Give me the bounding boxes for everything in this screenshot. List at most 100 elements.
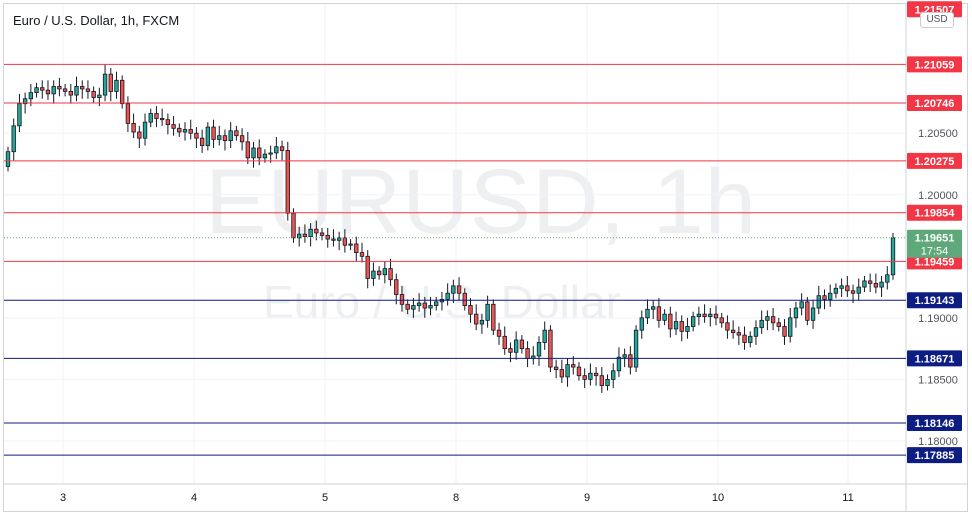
candle-body bbox=[491, 303, 496, 331]
candle-body bbox=[616, 356, 622, 372]
candle-body bbox=[468, 305, 473, 315]
candle-body bbox=[474, 313, 479, 325]
candle-body bbox=[331, 238, 336, 241]
candle-body bbox=[685, 326, 690, 332]
candle-body bbox=[719, 317, 724, 324]
candle-body bbox=[873, 282, 879, 288]
candle-body bbox=[159, 118, 165, 121]
candle-body bbox=[879, 281, 884, 288]
candle-body bbox=[102, 73, 108, 96]
candle-body bbox=[742, 334, 747, 343]
candle-body bbox=[274, 146, 279, 154]
candle-body bbox=[690, 316, 696, 327]
candle-body bbox=[371, 270, 376, 279]
candle-body bbox=[228, 130, 233, 142]
candle-body bbox=[422, 302, 427, 309]
candle-body bbox=[542, 329, 547, 343]
candle-body bbox=[211, 126, 216, 140]
candle-body bbox=[496, 329, 502, 337]
candle-body bbox=[645, 308, 650, 319]
candle-body bbox=[508, 348, 513, 353]
symbol-title[interactable]: Euro / U.S. Dollar, 1h, FXCM bbox=[13, 13, 180, 28]
resistance-level-label: 1.19459 bbox=[915, 256, 955, 268]
candle-body bbox=[74, 86, 79, 96]
candle-body bbox=[388, 268, 393, 281]
candle-body bbox=[451, 285, 456, 294]
candle-body bbox=[5, 151, 11, 167]
candle-body bbox=[793, 307, 799, 319]
candle-body bbox=[57, 86, 62, 90]
candle-body bbox=[611, 370, 616, 380]
candle-body bbox=[108, 73, 113, 92]
candle-body bbox=[605, 378, 610, 386]
candle-body bbox=[845, 285, 850, 292]
candle-body bbox=[753, 327, 759, 337]
candle-body bbox=[262, 153, 268, 159]
last-price-label: 1.19651 bbox=[915, 233, 955, 245]
candle-body bbox=[80, 86, 85, 90]
candle-body bbox=[34, 87, 39, 94]
candle-body bbox=[148, 113, 153, 123]
candle-body bbox=[799, 301, 804, 309]
candle-body bbox=[142, 121, 148, 139]
candle-body bbox=[120, 79, 125, 105]
candle-body bbox=[222, 135, 228, 142]
time-tick-label: 5 bbox=[322, 492, 328, 504]
candle-body bbox=[354, 243, 359, 254]
candle-body bbox=[770, 316, 776, 324]
price-tick-label: 1.19000 bbox=[918, 313, 958, 325]
candle-body bbox=[405, 303, 410, 310]
candle-body bbox=[776, 322, 781, 327]
candle-body bbox=[588, 372, 593, 380]
candle-body bbox=[456, 285, 462, 294]
support-level-label: 1.18671 bbox=[915, 353, 955, 365]
candle-body bbox=[593, 372, 599, 377]
candle-body bbox=[576, 366, 582, 377]
candle-body bbox=[525, 348, 530, 359]
chart-frame bbox=[3, 3, 968, 512]
candle-body bbox=[314, 228, 319, 234]
candle-body bbox=[257, 147, 262, 159]
candle-body bbox=[513, 339, 519, 353]
candle-body bbox=[696, 313, 702, 318]
candle-body bbox=[91, 90, 96, 98]
candle-body bbox=[359, 252, 365, 257]
candle-body bbox=[890, 237, 896, 276]
candle-body bbox=[662, 313, 667, 321]
candle-body bbox=[394, 279, 399, 295]
candle-body bbox=[302, 233, 308, 238]
candle-body bbox=[445, 292, 450, 300]
currency-badge[interactable]: USD bbox=[920, 12, 954, 28]
candle-body bbox=[679, 321, 684, 332]
candle-body bbox=[22, 98, 28, 105]
candle-body bbox=[639, 317, 644, 331]
candle-body bbox=[40, 87, 45, 91]
candle-body bbox=[268, 152, 273, 155]
candle-body bbox=[673, 321, 679, 330]
candle-body bbox=[628, 354, 633, 368]
candle-body bbox=[336, 237, 342, 241]
candle-body bbox=[217, 135, 222, 140]
candle-body bbox=[548, 329, 553, 368]
candle-body bbox=[559, 369, 565, 378]
candle-body bbox=[399, 294, 405, 305]
candle-body bbox=[251, 147, 256, 159]
support-level-label-bg bbox=[907, 447, 962, 464]
bar-countdown-label: 17:54 bbox=[921, 246, 949, 258]
candle-body bbox=[485, 303, 490, 321]
resistance-level-label-bg bbox=[907, 94, 962, 111]
support-level-label: 1.19143 bbox=[915, 295, 955, 307]
candle-body bbox=[205, 126, 211, 146]
candle-body bbox=[462, 292, 467, 306]
candle-body bbox=[582, 375, 587, 380]
candle-body bbox=[816, 295, 821, 309]
support-level-label: 1.18146 bbox=[915, 418, 955, 430]
candle-body bbox=[154, 113, 159, 119]
candle-body bbox=[434, 301, 439, 306]
resistance-level-label: 1.20746 bbox=[915, 98, 955, 110]
candle-body bbox=[348, 243, 353, 246]
price-tick-label: 1.18500 bbox=[918, 374, 958, 386]
candle-body bbox=[291, 212, 296, 239]
resistance-level-label-bg bbox=[907, 56, 962, 73]
